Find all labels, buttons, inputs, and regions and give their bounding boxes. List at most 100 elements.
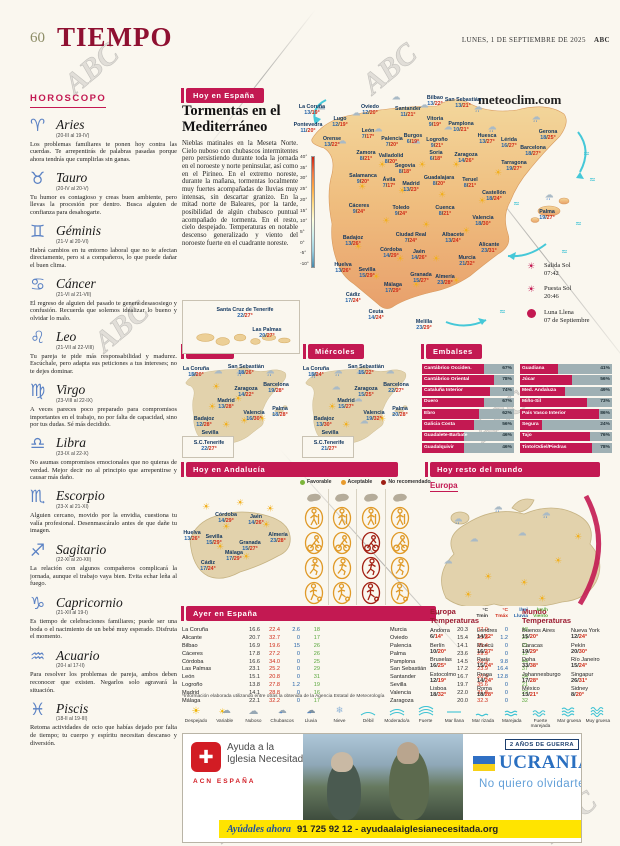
temp-values: 14/24° (477, 677, 494, 684)
sun-icon: ☀ (353, 242, 363, 253)
canary-inset-tomorrow: S.C.Tenerife 22/27° (182, 436, 234, 458)
zone-map-icon (329, 489, 357, 505)
sign-dates: (20-IV al 20-V) (56, 185, 89, 192)
yesterday-city: Madrid (182, 690, 200, 697)
city-temp: 18/27° (525, 151, 541, 157)
ad-organization-acronym: ACN ESPAÑA (193, 778, 256, 785)
temp-values: 12/19° (430, 677, 447, 684)
city-temp: 15/24° (308, 372, 324, 378)
ad-photo (303, 734, 463, 822)
sun-icon: ☀ (437, 190, 447, 201)
city-label: Badajoz 13/26° (343, 235, 363, 247)
legend-symbol-item: Moderado/a (383, 705, 411, 728)
rain-icon: ☁ ′′ (531, 112, 541, 127)
city-temp: 15/27° (338, 404, 354, 410)
temp-city-name: Berlín (430, 642, 445, 649)
reservoir-percent: 49% (600, 388, 610, 394)
yesterday-tmin: 16.7 (457, 674, 468, 681)
yesterday-city: Valencia (390, 690, 412, 697)
city-temp: 8/18° (398, 169, 412, 175)
city-name: La Coruña (302, 366, 330, 372)
city-temp: 6/19° (406, 139, 420, 145)
city-temp: 12/19° (332, 122, 348, 128)
yesterday-wind: 12 (521, 650, 528, 657)
horoscope-sign: ♑ Capricornio (21-XII al 19-I) Es tiempo de… (30, 595, 177, 642)
yesterday-wind: 21 (521, 682, 528, 689)
scale-tick: -5° (300, 251, 307, 257)
yesterday-rain: 0 (296, 697, 300, 704)
city-temp: 9/21° (430, 143, 444, 149)
reservoir-fill-bar (520, 420, 543, 430)
weather-symbol-legend: ☀ Despejado ☀ ☁ Variable ☁ Nuboso ☁ ′′ Chubascos ☁… (182, 705, 612, 728)
city-temp: 9/24° (394, 211, 408, 217)
sign-horoscope-text: Habrá cambios en tu entorno laboral que … (30, 246, 177, 269)
city-name: Oviedo (361, 104, 379, 110)
reservoir-name: Cantábrico Oriental (424, 376, 470, 382)
yesterday-col-header: km/h Viento (533, 608, 548, 619)
city-temp: 11/21° (400, 112, 416, 118)
city-temp: 23/31° (481, 248, 497, 254)
city-label: San Sebastián 13/21° (445, 97, 481, 109)
rain-icon: ☁ ′′ (473, 102, 483, 117)
yesterday-city: La Coruña (182, 626, 209, 633)
sea-wave-icon: ≈ (583, 149, 590, 158)
reservoir-percent: 67% (502, 399, 512, 405)
acn-logo: ✚ (191, 742, 221, 772)
sign-dates: (23-VIII al 22-IX) (56, 397, 93, 404)
yesterday-city: Palma (390, 650, 406, 657)
sun-icon: ☀ (417, 160, 427, 171)
sea-wave-icon: ≈ (589, 175, 596, 184)
legend-color-dot (381, 479, 387, 485)
sign-name: Libra (56, 435, 87, 451)
city-temp: 13/23° (403, 187, 419, 193)
legend-symbol-label: Nuboso (245, 718, 262, 723)
yesterday-tmax: 26.9 (477, 658, 488, 665)
cloud-icon: ☁ (359, 416, 369, 427)
city-temp: 14/22° (238, 392, 254, 398)
city-label: Pontevedra 11/20° (294, 122, 323, 134)
legend-symbol-label: Moderado/a (384, 718, 410, 723)
zodiac-escorpio-icon: ♏ (30, 487, 46, 508)
reservoir-name: Miño-Sil (522, 399, 542, 405)
legend-symbol-label: Chubascos (270, 718, 294, 723)
yesterday-tmin: 15.4 (457, 634, 468, 641)
rain-icon: ☁ ′′ (487, 122, 497, 137)
ad-campaign-panel: 2 AÑOS DE GUERRA UCRANIA No quiero olvid… (467, 734, 581, 822)
city-temp: 15/22° (358, 370, 374, 376)
sunrise-row: ☀ Salida Sol 07:42 (524, 262, 612, 278)
reservoir-fill-bar (520, 431, 590, 442)
reservoir-column-left: Cantábrico Occiden. 67% Cantábrico Orienta… (422, 364, 514, 454)
sunrise-icon: ☀ (526, 262, 536, 272)
yesterday-rain: 0 (504, 626, 508, 633)
yesterday-rain: 0 (296, 690, 300, 697)
reservoir-row: Cataluña Interior 74% (422, 386, 514, 397)
activity-run-icon (386, 555, 415, 580)
city-name: San Sebastián (347, 364, 385, 370)
temp-city-name: Estocolmo (430, 671, 457, 678)
city-label: Segovia 8/18° (395, 163, 415, 175)
yesterday-tmax: 27.2 (269, 650, 280, 657)
yesterday-tmax: 29.9 (477, 650, 488, 657)
city-label: Cádiz 17/24° (200, 560, 215, 572)
cloud-icon: ☁ (443, 556, 453, 567)
yesterday-tmax: 22.4 (269, 626, 280, 633)
city-label: León 7/17° (362, 128, 375, 140)
temp-city-name: Andorra (430, 628, 450, 635)
city-name: Badajoz (342, 235, 364, 241)
temp-list-item: Singapur 26/31° (571, 672, 614, 684)
city-name: Salamanca (349, 173, 377, 179)
city-name: Almería (268, 532, 288, 538)
city-name: Orense (322, 136, 342, 142)
weather-forecast-text: Nieblas matinales en la Meseta Norte. Ci… (182, 140, 298, 247)
yesterday-tmax: 37.0 (477, 626, 488, 633)
yesterday-rain: 12.8 (497, 674, 508, 681)
city-label: Zaragoza 14/22° (234, 386, 257, 398)
ad-country-title: UCRANIA (499, 752, 581, 773)
rain-icon: ☁ ′′ (333, 366, 343, 381)
yesterday-city: Palencia (390, 642, 412, 649)
city-label: Albacete 13/24° (442, 232, 464, 244)
yesterday-wind: 26 (313, 642, 320, 649)
sign-dates: (21-VI al 21-VII) (56, 291, 92, 298)
sun-icon: ☀ (395, 254, 405, 265)
sign-horoscope-text: Para resolver los problemas de pareja, a… (30, 671, 177, 694)
